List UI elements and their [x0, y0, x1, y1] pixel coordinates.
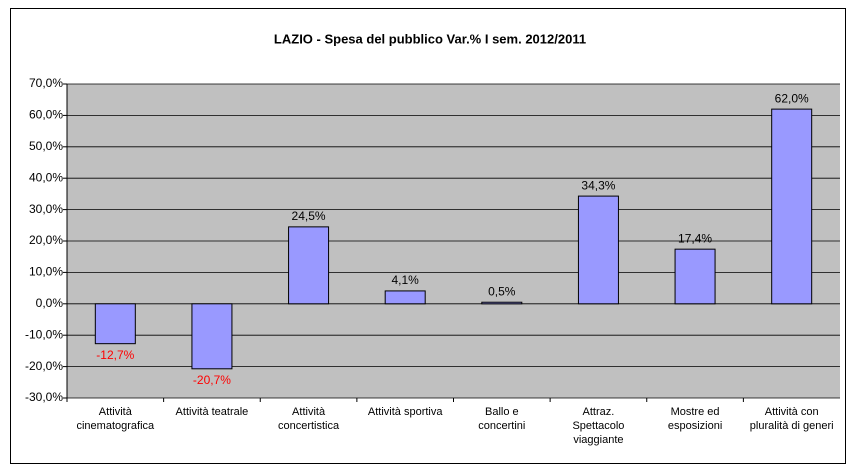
- y-tick-label: 0,0%: [36, 296, 64, 310]
- y-tick-label: 40,0%: [29, 170, 63, 184]
- data-label: 4,1%: [392, 273, 420, 287]
- y-tick-label: 30,0%: [29, 202, 63, 216]
- data-label: 24,5%: [292, 209, 326, 223]
- y-tick-label: 70,0%: [29, 76, 63, 90]
- data-label: 34,3%: [581, 178, 615, 192]
- x-tick-label: concertistica: [278, 420, 340, 432]
- bar: [384, 290, 426, 305]
- data-label: 62,0%: [775, 91, 809, 105]
- x-tick-label: Attività: [292, 406, 326, 418]
- y-tick-label: 60,0%: [29, 108, 63, 122]
- y-tick-label: -30,0%: [25, 390, 63, 404]
- bar: [577, 195, 619, 305]
- y-tick-label: 50,0%: [29, 139, 63, 153]
- chart-title: LAZIO - Spesa del pubblico Var.% I sem. …: [274, 31, 586, 46]
- x-tick-label: cinematografica: [76, 420, 155, 432]
- x-tick-label: Mostre ed: [671, 406, 720, 418]
- bar: [94, 303, 136, 345]
- data-label: -12,7%: [96, 348, 134, 362]
- x-tick-label: pluralità di generi: [750, 420, 834, 432]
- bar: [481, 301, 523, 305]
- bar: [674, 248, 716, 305]
- y-tick-label: 20,0%: [29, 233, 63, 247]
- x-tick-label: Attraz.: [583, 406, 615, 418]
- x-tick-label: Spettacolo: [572, 420, 624, 432]
- x-tick-label: Ballo e: [485, 406, 519, 418]
- data-label: 0,5%: [488, 284, 516, 298]
- x-tick-label: Attività: [99, 406, 133, 418]
- y-tick-label: 10,0%: [29, 265, 63, 279]
- data-label: 17,4%: [678, 231, 712, 245]
- x-tick-label: Attività sportiva: [368, 406, 443, 418]
- x-tick-label: Attività con: [765, 406, 819, 418]
- x-tick-label: Attività teatrale: [176, 406, 249, 418]
- x-tick-label: esposizioni: [668, 420, 722, 432]
- y-tick-label: -20,0%: [25, 359, 63, 373]
- bar: [288, 226, 330, 305]
- bar: [771, 108, 813, 305]
- y-tick-label: -10,0%: [25, 327, 63, 341]
- x-tick-label: viaggiante: [573, 434, 623, 446]
- x-tick-label: concertini: [478, 420, 525, 432]
- data-label: -20,7%: [193, 373, 231, 387]
- bar: [191, 303, 233, 370]
